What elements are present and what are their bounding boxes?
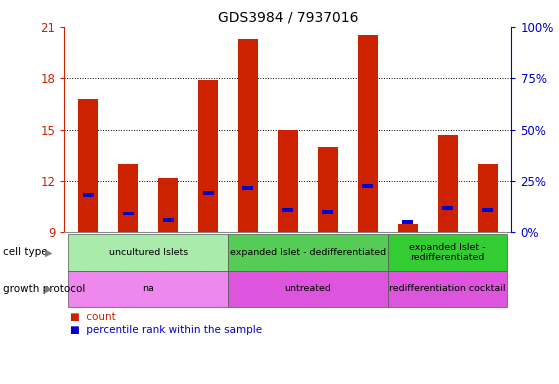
Text: ■  percentile rank within the sample: ■ percentile rank within the sample — [70, 325, 262, 335]
Bar — [477, 164, 498, 232]
Bar — [362, 184, 373, 188]
Bar — [438, 135, 458, 232]
Text: ▶: ▶ — [45, 284, 53, 294]
Bar — [482, 208, 493, 212]
Bar — [442, 207, 453, 210]
Text: ■  count: ■ count — [70, 312, 116, 322]
Bar — [358, 35, 378, 232]
Bar — [323, 210, 333, 214]
Bar — [78, 99, 98, 232]
Text: ▶: ▶ — [45, 247, 53, 258]
Text: uncultured Islets: uncultured Islets — [108, 248, 188, 257]
Text: na: na — [142, 285, 154, 293]
Bar — [397, 224, 418, 232]
Bar — [318, 147, 338, 232]
Bar — [202, 191, 214, 195]
Bar — [118, 164, 138, 232]
Bar — [122, 212, 134, 215]
Title: GDS3984 / 7937016: GDS3984 / 7937016 — [217, 10, 358, 24]
Text: redifferentiation cocktail: redifferentiation cocktail — [390, 285, 506, 293]
Bar — [402, 220, 413, 224]
Text: untreated: untreated — [285, 285, 331, 293]
Bar — [278, 130, 298, 232]
Bar — [83, 193, 94, 197]
Bar — [282, 208, 293, 212]
Text: expanded Islet -
redifferentiated: expanded Islet - redifferentiated — [409, 243, 486, 262]
Bar — [243, 186, 253, 190]
Bar — [238, 39, 258, 232]
Bar — [158, 177, 178, 232]
Bar — [163, 218, 174, 222]
Text: cell type: cell type — [3, 247, 48, 258]
Text: expanded Islet - dedifferentiated: expanded Islet - dedifferentiated — [230, 248, 386, 257]
Text: growth protocol: growth protocol — [3, 284, 85, 294]
Bar — [198, 80, 218, 232]
